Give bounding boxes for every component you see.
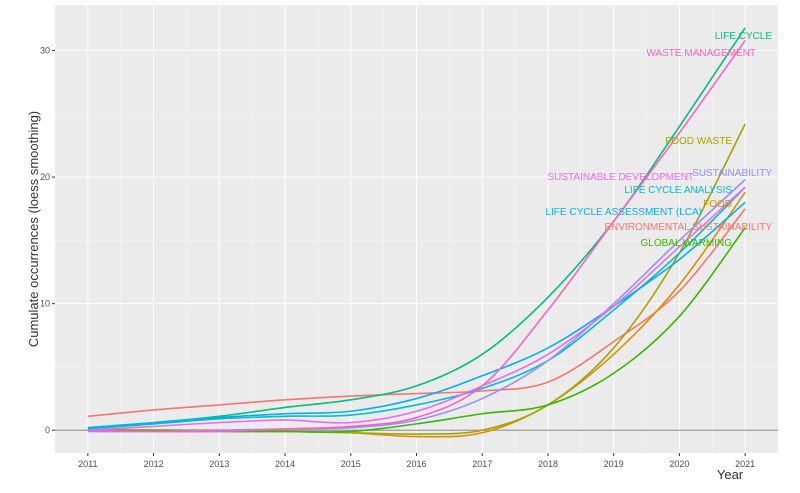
- x-tick-label: 2018: [538, 459, 558, 469]
- y-tick-label: 0: [45, 425, 50, 435]
- series-label: LIFE CYCLE: [715, 31, 773, 42]
- series-label: FOOD: [703, 199, 732, 210]
- x-tick-label: 2012: [144, 459, 164, 469]
- x-tick-label: 2021: [735, 459, 755, 469]
- x-tick-label: 2019: [604, 459, 624, 469]
- series-line: [87, 27, 746, 429]
- x-axis-title: Year: [717, 467, 744, 482]
- y-tick-label: 10: [40, 299, 50, 309]
- series-label: WASTE MANAGEMENT: [646, 48, 756, 59]
- x-tick-label: 2015: [341, 459, 361, 469]
- y-tick-label: 30: [40, 46, 50, 56]
- series-label: LIFE CYCLE ASSESSMENT (LCA): [545, 207, 702, 218]
- x-tick-label: 2016: [406, 459, 426, 469]
- x-tick-label: 2011: [78, 459, 97, 469]
- x-tick-label: 2014: [275, 459, 295, 469]
- y-axis-title: Cumulate occurrences (loess smoothing): [26, 111, 41, 347]
- series-line: [87, 39, 746, 433]
- series-line: [87, 186, 746, 432]
- y-tick-label: 20: [40, 172, 50, 182]
- series-label: LIFE CYCLE ANALYSIS: [624, 185, 732, 196]
- x-tick-label: 2013: [209, 459, 229, 469]
- series-label: GLOBAL WARMING: [641, 238, 733, 249]
- series-line: [87, 179, 746, 433]
- x-tick-label: 2017: [472, 459, 492, 469]
- series-line: [87, 201, 746, 429]
- series-label: FOOD WASTE: [665, 136, 732, 147]
- series-label: SUSTAINABILITY: [692, 168, 772, 179]
- x-tick-label: 2020: [669, 459, 689, 469]
- series-label: ENVIRONMENTAL SUSTAINABILITY: [604, 222, 772, 233]
- series-line: [87, 208, 746, 418]
- series-label: SUSTAINABLE DEVELOPMENT: [547, 172, 694, 183]
